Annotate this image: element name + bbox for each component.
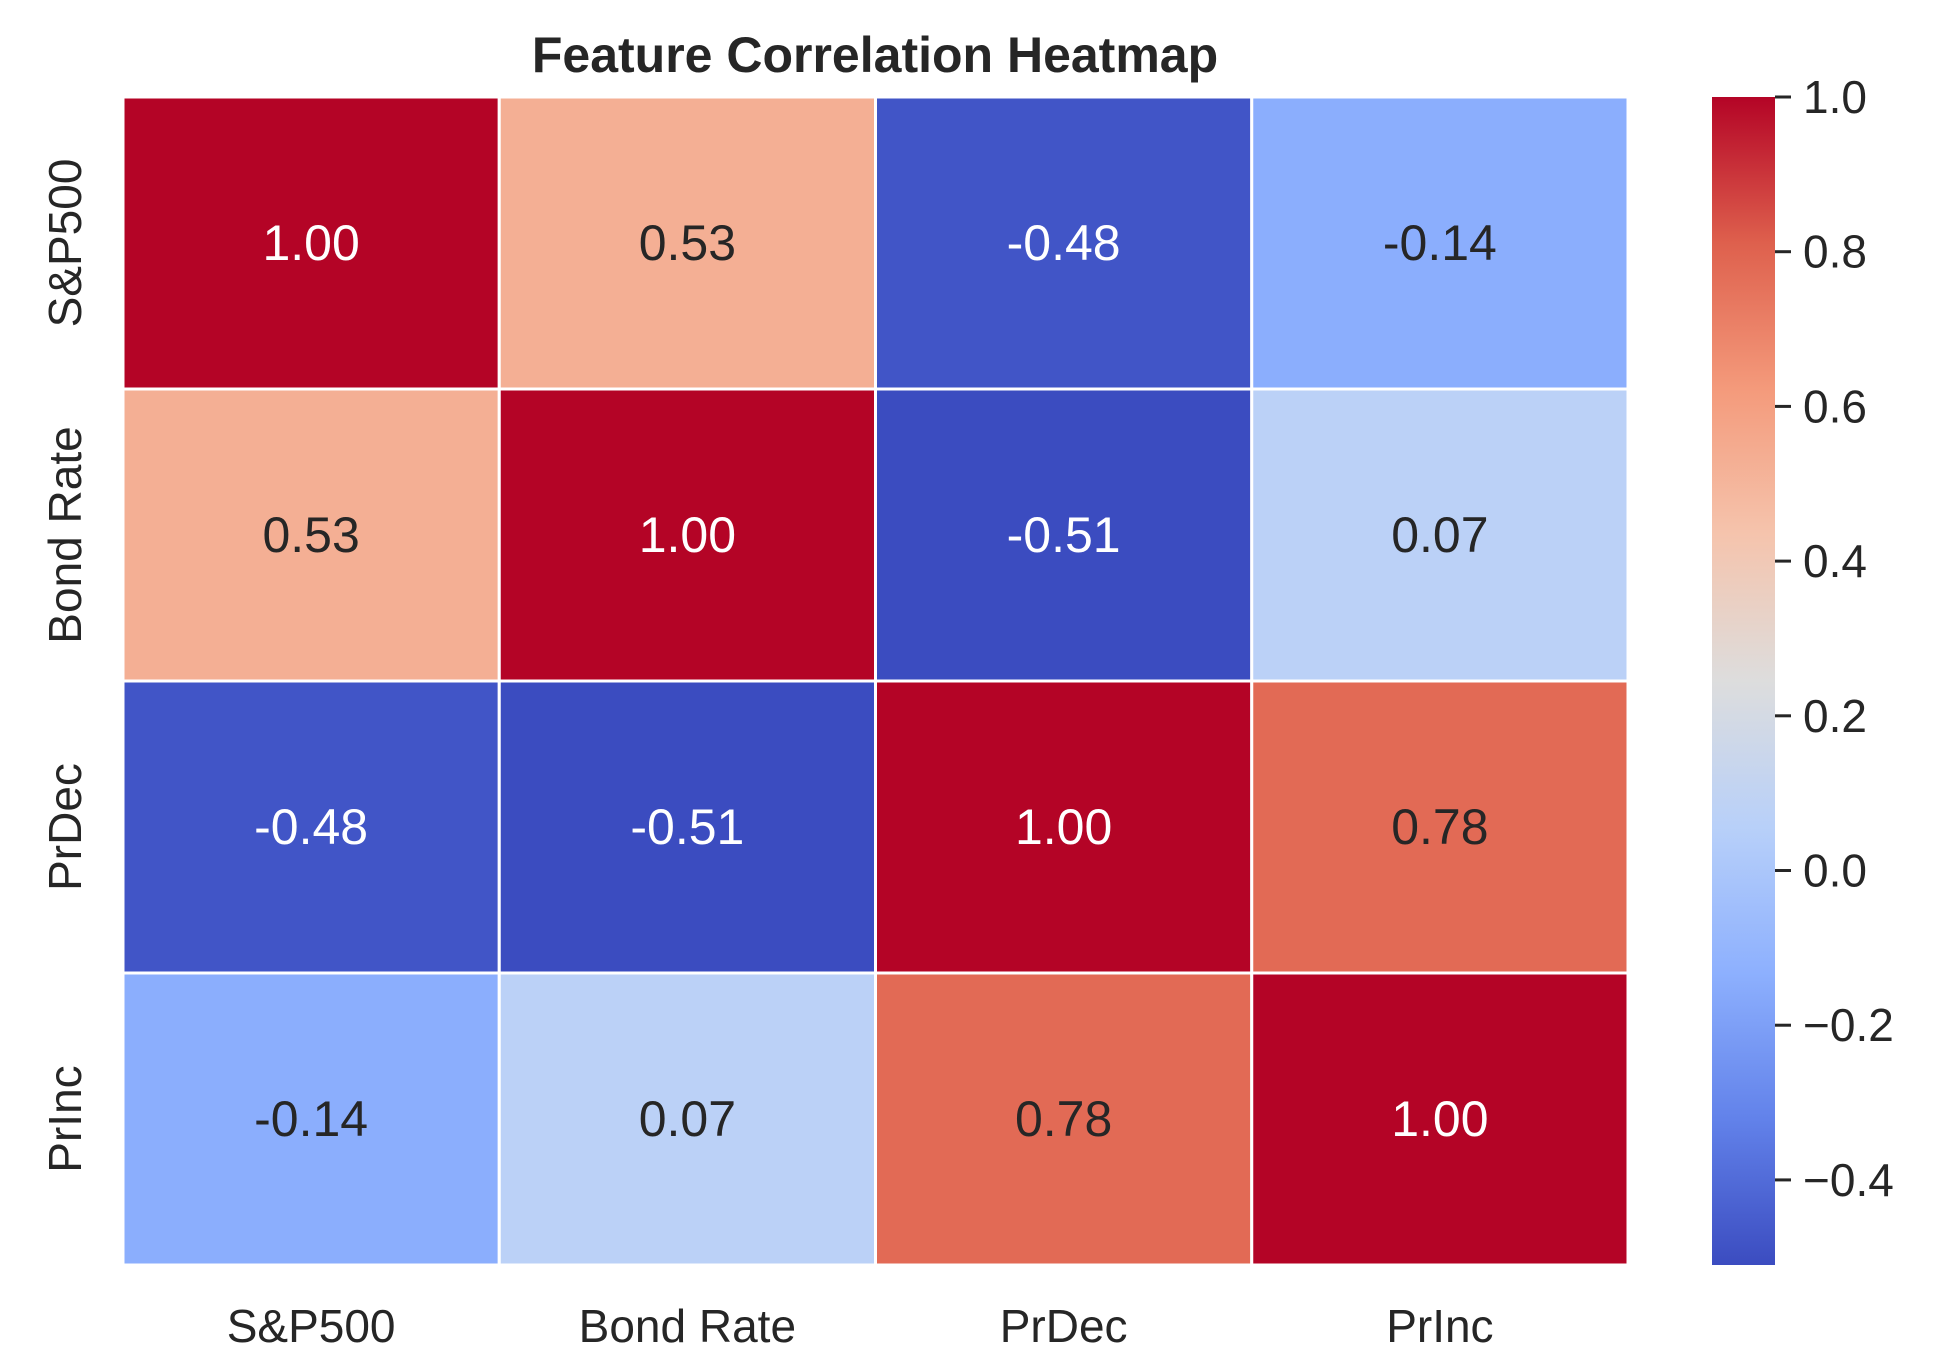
chart-title: Feature Correlation Heatmap bbox=[532, 27, 1218, 83]
x-tick-label: S&P500 bbox=[227, 1300, 396, 1352]
heatmap-cell bbox=[497, 95, 877, 391]
x-tick-label: PrDec bbox=[1000, 1300, 1128, 1352]
heatmap-cell bbox=[874, 971, 1254, 1267]
colorbar-tick-label: 0.2 bbox=[1803, 690, 1867, 742]
colorbar-tick-label: 0.6 bbox=[1803, 380, 1867, 432]
x-axis-tick-labels: S&P500 Bond Rate PrDec PrInc bbox=[227, 1300, 1494, 1352]
cell-value-label: -0.48 bbox=[254, 799, 368, 855]
colorbar-tick-label: −0.4 bbox=[1803, 1154, 1894, 1206]
cell-value-label: 1.00 bbox=[1391, 1091, 1488, 1147]
cell-value-label: 0.53 bbox=[639, 215, 736, 271]
y-tick-label: Bond Rate bbox=[39, 426, 91, 643]
cell-value-label: 0.07 bbox=[1391, 507, 1488, 563]
colorbar-tick-label: 0.4 bbox=[1803, 535, 1867, 587]
colorbar: −0.4 −0.2 0.0 0.2 0.4 0.6 0.8 1.0 bbox=[1712, 71, 1894, 1265]
colorbar-tick-label: 0.0 bbox=[1803, 845, 1867, 897]
cell-value-label: 0.78 bbox=[1391, 799, 1488, 855]
cell-value-label: 1.00 bbox=[1015, 799, 1112, 855]
colorbar-tick-label: 0.8 bbox=[1803, 226, 1867, 278]
heatmap-cell bbox=[1250, 387, 1630, 683]
heatmap-cell bbox=[497, 971, 877, 1267]
x-tick-label: PrInc bbox=[1386, 1300, 1493, 1352]
cell-value-label: -0.14 bbox=[254, 1091, 368, 1147]
heatmap-cell bbox=[874, 95, 1254, 391]
heatmap-cell bbox=[1250, 971, 1630, 1267]
colorbar-tick-label: −0.2 bbox=[1803, 999, 1894, 1051]
cell-value-label: 0.07 bbox=[639, 1091, 736, 1147]
colorbar-tick-label: 1.0 bbox=[1803, 71, 1867, 123]
y-tick-label: S&P500 bbox=[39, 159, 91, 328]
cell-value-label: 1.00 bbox=[262, 215, 359, 271]
x-tick-label: Bond Rate bbox=[579, 1300, 796, 1352]
heatmap-cell bbox=[1250, 679, 1630, 975]
cell-value-label: -0.14 bbox=[1383, 215, 1497, 271]
cell-value-label: 0.78 bbox=[1015, 1091, 1112, 1147]
y-axis-tick-labels: S&P500 Bond Rate PrDec PrInc bbox=[39, 159, 91, 1173]
y-tick-label: PrDec bbox=[39, 763, 91, 891]
heatmap-cell bbox=[121, 387, 501, 683]
heatmap-cell bbox=[497, 679, 877, 975]
heatmap-cell bbox=[1250, 95, 1630, 391]
y-tick-label: PrInc bbox=[39, 1065, 91, 1172]
heatmap-cell bbox=[121, 95, 501, 391]
cell-value-label: -0.51 bbox=[1007, 507, 1121, 563]
heatmap-cells: 1.00 0.53 -0.48 -0.14 0.53 1.00 -0.51 0.07 -0.48… bbox=[121, 95, 1630, 1267]
cell-value-label: 0.53 bbox=[262, 507, 359, 563]
cell-value-label: -0.51 bbox=[630, 799, 744, 855]
cell-value-label: 1.00 bbox=[639, 507, 736, 563]
colorbar-gradient bbox=[1712, 97, 1775, 1265]
cell-value-label: -0.48 bbox=[1007, 215, 1121, 271]
heatmap-cell bbox=[497, 387, 877, 683]
heatmap-cell bbox=[121, 971, 501, 1267]
